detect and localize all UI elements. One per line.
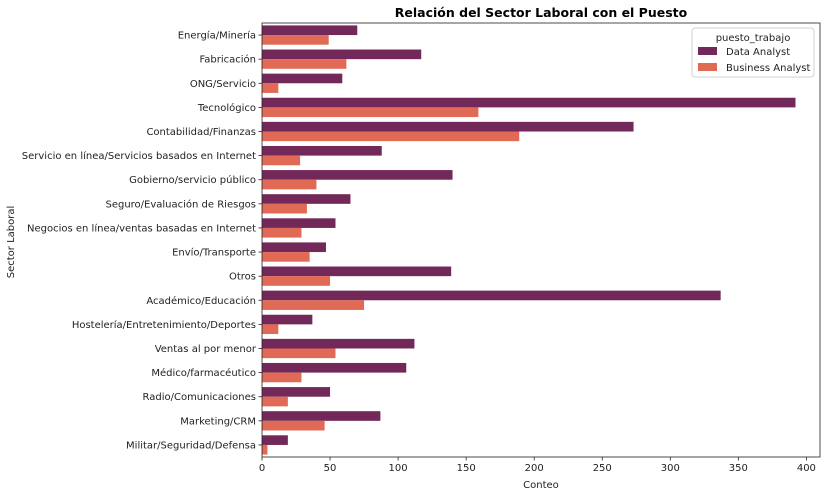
y-tick-label: Envío/Transporte: [172, 247, 256, 259]
legend-title: puesto_trabajo: [716, 33, 791, 44]
bar-business-analyst-militar-seguridad-defensa: [262, 444, 268, 455]
y-tick-label: Hostelería/Entretenimiento/Deportes: [72, 319, 256, 331]
legend: puesto_trabajo Data Analyst Business Ana…: [691, 27, 815, 78]
y-tick-label: Militar/Seguridad/Defensa: [126, 440, 256, 451]
bar-data-analyst-academico-educacion: [262, 290, 721, 301]
bar-data-analyst-envio-transporte: [262, 242, 326, 253]
x-tick-label: 350: [729, 463, 748, 474]
bar-business-analyst-hosteleria-entretenimiento-deportes: [262, 324, 279, 335]
bar-business-analyst-radio-comunicaciones: [262, 396, 288, 407]
legend-label-data-analyst: Data Analyst: [726, 47, 790, 58]
bar-business-analyst-energia-mineria: [262, 35, 329, 45]
bar-business-analyst-envio-transporte: [262, 252, 310, 262]
y-tick-label: Gobierno/servicio público: [129, 174, 256, 186]
bar-data-analyst-negocios-en-linea-ventas-basadas-en-internet: [262, 218, 336, 228]
bar-business-analyst-fabricacion: [262, 59, 347, 69]
bar-business-analyst-contabilidad-finanzas: [262, 131, 520, 142]
bar-business-analyst-gobierno-servicio-publico: [262, 179, 317, 190]
y-axis-title: Sector Laboral: [6, 206, 17, 279]
bar-business-analyst-ong-servicio: [262, 83, 279, 93]
legend-label-business-analyst: Business Analyst: [726, 63, 810, 74]
bar-business-analyst-ventas-al-por-menor: [262, 348, 336, 359]
bar-data-analyst-fabricacion: [262, 49, 422, 60]
bar-data-analyst-tecnologico: [262, 97, 796, 108]
bar-data-analyst-radio-comunicaciones: [262, 387, 331, 397]
y-tick-label: Marketing/CRM: [180, 416, 256, 427]
plot-area: [261, 22, 821, 458]
chart-title: Relación del Sector Laboral con el Puest…: [395, 5, 688, 20]
y-tick-label: Contabilidad/Finanzas: [146, 127, 256, 138]
y-tick-label: Fabricación: [199, 54, 256, 66]
y-tick-label: Servicio en línea/Servicios basados en I…: [22, 150, 256, 162]
y-tick-label: Energía/Minería: [178, 30, 256, 42]
bar-data-analyst-contabilidad-finanzas: [262, 121, 634, 132]
x-tick-label: 100: [389, 463, 408, 474]
x-tick-label: 150: [457, 463, 476, 474]
bar-data-analyst-ventas-al-por-menor: [262, 338, 415, 349]
y-tick-label: Radio/Comunicaciones: [143, 392, 257, 403]
bar-business-analyst-servicio-en-linea-servicios-basados-en-internet: [262, 155, 301, 166]
bar-data-analyst-ong-servicio: [262, 73, 343, 84]
bar-data-analyst-otros: [262, 266, 452, 277]
axes-frame: [261, 22, 821, 458]
x-axis-title: Conteo: [523, 480, 559, 491]
bar-business-analyst-academico-educacion: [262, 300, 365, 310]
y-tick-label: Otros: [229, 272, 256, 283]
y-tick-label: Negocios en línea/ventas basadas en Inte…: [27, 222, 256, 234]
legend-swatch-business-analyst: [698, 63, 717, 71]
x-tick-label: 300: [661, 463, 680, 474]
x-tick-label: 200: [525, 463, 544, 474]
legend-swatch-data-analyst: [698, 47, 717, 55]
bar-business-analyst-marketing-crm: [262, 420, 325, 431]
bar-data-analyst-medico-farmaceutico: [262, 362, 407, 373]
y-tick-label: Médico/farmacéutico: [151, 367, 256, 379]
x-axis: 0 50 100 150 200 250 300 350 400: [259, 457, 816, 474]
x-tick-label: 0: [259, 463, 265, 474]
x-tick-label: 400: [797, 463, 816, 474]
y-tick-label: ONG/Servicio: [190, 79, 256, 90]
bar-business-analyst-negocios-en-linea-ventas-basadas-en-internet: [262, 227, 302, 238]
y-tick-label: Ventas al por menor: [155, 344, 257, 355]
bar-data-analyst-militar-seguridad-defensa: [262, 435, 288, 445]
bar-data-analyst-energia-mineria: [262, 25, 358, 36]
y-tick-label: Académico/Educación: [146, 295, 256, 307]
legend-box: [691, 27, 815, 78]
bar-data-analyst-hosteleria-entretenimiento-deportes: [262, 314, 313, 325]
x-tick-label: 50: [324, 463, 337, 474]
bar-data-analyst-marketing-crm: [262, 411, 381, 421]
y-axis: Energía/Minería Fabricación ONG/Servicio Te…: [22, 30, 262, 451]
bar-business-analyst-otros: [262, 276, 331, 286]
y-tick-label: Seguro/Evaluación de Riesgos: [105, 198, 256, 210]
y-tick-label: Tecnológico: [197, 102, 256, 114]
x-tick-label: 250: [593, 463, 612, 474]
bar-data-analyst-seguro-evaluacion-de-riesgos: [262, 194, 351, 204]
bar-business-analyst-seguro-evaluacion-de-riesgos: [262, 203, 307, 214]
bar-data-analyst-gobierno-servicio-publico: [262, 170, 453, 180]
bar-data-analyst-servicio-en-linea-servicios-basados-en-internet: [262, 145, 382, 156]
bar-business-analyst-tecnologico: [262, 107, 479, 118]
bar-business-analyst-medico-farmaceutico: [262, 372, 302, 383]
